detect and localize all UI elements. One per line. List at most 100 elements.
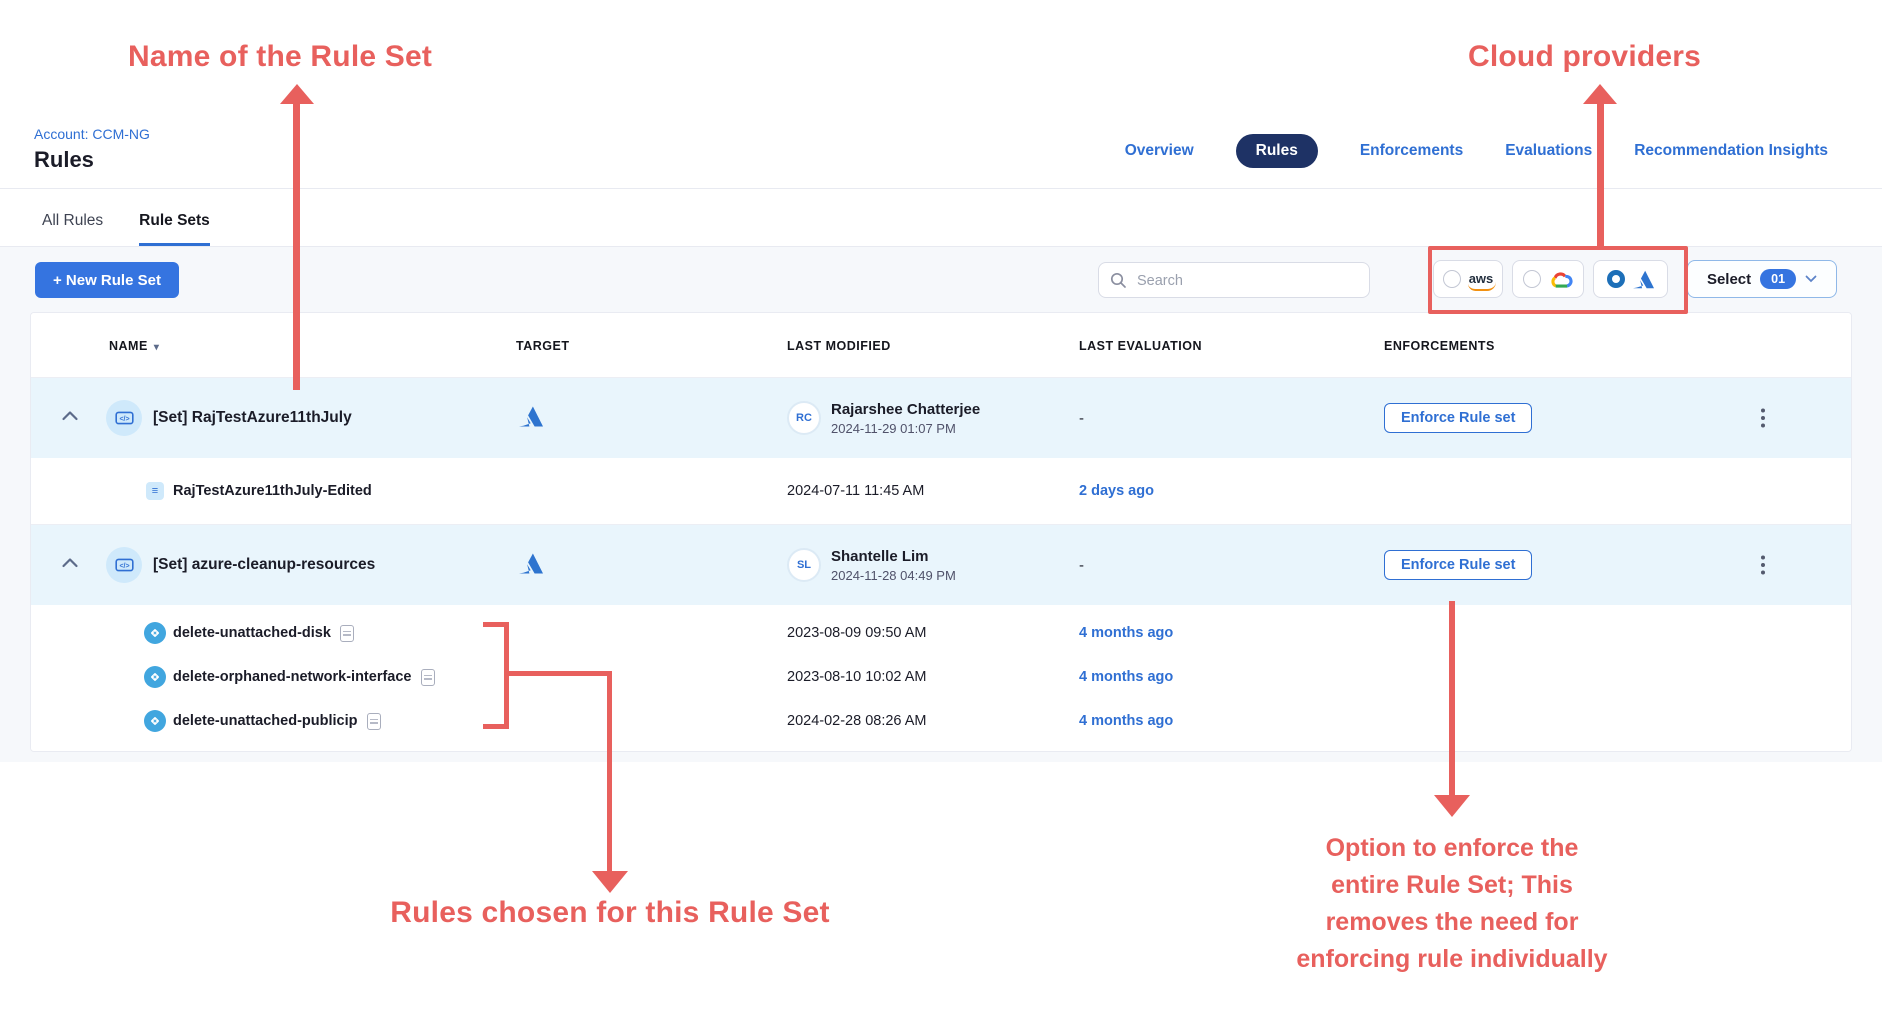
- app-header: Account: CCM-NG Rules: [0, 120, 1882, 189]
- rule-sets-table: NAME ▾ TARGET LAST MODIFIED LAST EVALUATI…: [30, 312, 1852, 752]
- enforce-note-line: entire Rule Set; This: [1331, 871, 1573, 899]
- table-header-row: NAME ▾ TARGET LAST MODIFIED LAST EVALUATI…: [31, 313, 1851, 377]
- select-dropdown[interactable]: Select 01: [1687, 260, 1837, 298]
- rule-set-icon: </>: [106, 547, 142, 583]
- rule-icon: [144, 710, 166, 732]
- rule-last-evaluation-link[interactable]: 2 days ago: [1079, 483, 1154, 499]
- annotation-name-of-rule-set: Name of the Rule Set: [128, 40, 433, 73]
- annotation-rules-chosen: Rules chosen for this Rule Set: [390, 896, 830, 929]
- select-count-badge: 01: [1760, 269, 1797, 289]
- svg-text:</>: </>: [119, 416, 129, 423]
- page-title: Rules: [34, 147, 94, 172]
- account-breadcrumb[interactable]: Account: CCM-NG: [34, 126, 150, 142]
- gcp-icon: [1550, 271, 1573, 288]
- provider-filter-gcp[interactable]: [1512, 260, 1584, 298]
- rule-last-modified: 2023-08-10 10:02 AM: [787, 669, 927, 685]
- rules-list: delete-unattached-disk 2023-08-09 09:50 …: [31, 605, 1851, 751]
- nav-overview[interactable]: Overview: [1124, 142, 1194, 159]
- rule-last-modified: 2024-02-28 08:26 AM: [787, 713, 927, 729]
- last-evaluation-value: -: [1079, 409, 1084, 427]
- rule-name: delete-orphaned-network-interface: [173, 669, 412, 685]
- cloud-providers-highlight-box: [1428, 246, 1688, 314]
- rule-set-group: </> [Set] RajTestAzure11thJuly RC Rajars…: [31, 377, 1851, 524]
- avatar: RC: [787, 401, 821, 435]
- rule-set-row[interactable]: </> [Set] azure-cleanup-resources SL Sha…: [31, 525, 1851, 605]
- enforce-note-line: enforcing rule individually: [1296, 945, 1608, 973]
- rule-row: delete-orphaned-network-interface 2023-0…: [31, 655, 1851, 699]
- rule-set-name: [Set] azure-cleanup-resources: [153, 556, 376, 573]
- arrow-line: [607, 671, 612, 873]
- rules-list: RajTestAzure11thJuly-Edited 2024-07-11 1…: [31, 458, 1851, 524]
- new-rule-set-button[interactable]: + New Rule Set: [35, 262, 179, 298]
- bracket-top-tick: [483, 622, 509, 627]
- enforce-note-line: Option to enforce the: [1325, 834, 1579, 862]
- enforce-rule-set-button[interactable]: Enforce Rule set: [1384, 550, 1533, 580]
- avatar: SL: [787, 548, 821, 582]
- last-evaluation-value: -: [1079, 556, 1084, 574]
- chevron-down-icon: [1805, 275, 1817, 283]
- rule-set-icon: </>: [106, 400, 142, 436]
- rule-last-evaluation-link[interactable]: 4 months ago: [1079, 625, 1174, 641]
- nav-recommendation-insights[interactable]: Recommendation Insights: [1634, 142, 1828, 159]
- modified-by-name: Shantelle Lim: [831, 547, 929, 565]
- annotation-cloud-providers: Cloud providers: [1468, 40, 1702, 73]
- rule-name: delete-unattached-publicip: [173, 713, 358, 729]
- arrow-up-icon: [1583, 84, 1617, 104]
- rule-set-group: </> [Set] azure-cleanup-resources SL Sha…: [31, 524, 1851, 751]
- rule-icon: [146, 482, 164, 500]
- last-modified-cell: RC Rajarshee Chatterjee 2024-11-29 01:07 …: [787, 378, 980, 458]
- rule-icon: [144, 622, 166, 644]
- search-icon: [1110, 272, 1126, 288]
- copy-icon[interactable]: [366, 712, 381, 730]
- search-input[interactable]: [1135, 264, 1364, 298]
- column-header-last-modified: LAST MODIFIED: [787, 339, 891, 353]
- tab-all-rules[interactable]: All Rules: [42, 212, 104, 229]
- tabs-bar: All Rules Rule Sets: [0, 189, 1882, 247]
- arrow-down-icon: [592, 871, 628, 893]
- aws-icon: aws: [1467, 271, 1496, 291]
- rule-set-name: [Set] RajTestAzure11thJuly: [153, 409, 352, 426]
- kebab-menu-icon[interactable]: [1753, 553, 1773, 577]
- rule-last-evaluation-link[interactable]: 4 months ago: [1079, 669, 1174, 685]
- enforce-rule-set-button[interactable]: Enforce Rule set: [1384, 403, 1533, 433]
- chevron-up-icon[interactable]: [61, 410, 79, 422]
- column-header-target: TARGET: [516, 339, 570, 353]
- chevron-up-icon[interactable]: [61, 557, 79, 569]
- rule-row: delete-unattached-publicip 2024-02-28 08…: [31, 699, 1851, 743]
- column-header-last-evaluation: LAST EVALUATION: [1079, 339, 1203, 353]
- svg-text:</>: </>: [119, 563, 129, 570]
- kebab-menu-icon[interactable]: [1753, 406, 1773, 430]
- arrow-line: [293, 102, 300, 390]
- nav-enforcements[interactable]: Enforcements: [1359, 142, 1464, 159]
- rule-last-evaluation-link[interactable]: 4 months ago: [1079, 713, 1174, 729]
- select-label: Select: [1706, 270, 1752, 288]
- provider-filter-azure[interactable]: [1593, 260, 1668, 298]
- rule-name: delete-unattached-disk: [173, 625, 331, 641]
- rule-row: RajTestAzure11thJuly-Edited 2024-07-11 1…: [31, 469, 1851, 513]
- arrow-up-icon: [280, 84, 314, 104]
- top-nav: Overview Rules Enforcements Evaluations …: [1125, 132, 1828, 170]
- bracket-mid-line: [504, 671, 612, 676]
- rule-name: RajTestAzure11thJuly-Edited: [173, 483, 372, 499]
- copy-icon[interactable]: [339, 624, 354, 642]
- column-header-name[interactable]: NAME ▾: [109, 339, 160, 353]
- nav-evaluations[interactable]: Evaluations: [1505, 142, 1593, 159]
- rule-set-row[interactable]: </> [Set] RajTestAzure11thJuly RC Rajars…: [31, 378, 1851, 458]
- sort-caret-icon: ▾: [153, 342, 160, 353]
- bracket-bottom-tick: [483, 724, 509, 729]
- last-modified-cell: SL Shantelle Lim 2024-11-28 04:49 PM: [787, 525, 956, 605]
- modified-by-name: Rajarshee Chatterjee: [831, 400, 981, 418]
- table-body: </> [Set] RajTestAzure11thJuly RC Rajars…: [31, 377, 1851, 751]
- arrow-down-icon: [1434, 795, 1470, 817]
- provider-filter-aws[interactable]: aws: [1433, 260, 1503, 298]
- gcp-radio: [1522, 270, 1541, 288]
- aws-radio: [1442, 270, 1461, 288]
- modified-at: 2024-11-29 01:07 PM: [831, 420, 956, 436]
- nav-rules[interactable]: Rules: [1235, 134, 1318, 168]
- rule-row: delete-unattached-disk 2023-08-09 09:50 …: [31, 611, 1851, 655]
- annotation-enforce-note: Option to enforce the entire Rule Set; T…: [1252, 830, 1652, 978]
- tab-rule-sets[interactable]: Rule Sets: [139, 212, 210, 246]
- copy-icon[interactable]: [420, 668, 435, 686]
- azure-icon: [1633, 270, 1654, 288]
